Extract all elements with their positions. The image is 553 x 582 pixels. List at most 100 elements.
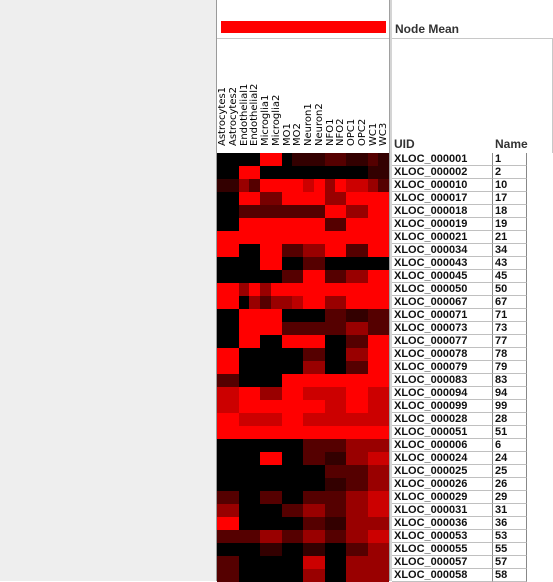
heatmap-cell[interactable] — [217, 322, 228, 335]
heatmap-cell[interactable] — [313, 478, 325, 491]
table-row[interactable]: XLOC_000057 57 — [392, 556, 553, 569]
heatmap-cell[interactable] — [281, 569, 293, 582]
heatmap-cell[interactable] — [356, 517, 368, 530]
heatmap-cell[interactable] — [227, 478, 239, 491]
heatmap-cell[interactable] — [367, 166, 379, 179]
uid-cell[interactable]: XLOC_000001 — [392, 153, 493, 166]
heatmap-cell[interactable] — [303, 348, 314, 361]
heatmap-cell[interactable] — [292, 387, 304, 400]
heatmap-cell[interactable] — [217, 478, 228, 491]
heatmap-cell[interactable] — [238, 348, 250, 361]
heatmap-cell[interactable] — [356, 179, 368, 192]
heatmap-cell[interactable] — [227, 283, 239, 296]
heatmap-cell[interactable] — [238, 556, 250, 569]
table-row[interactable]: XLOC_000025 25 — [392, 465, 553, 478]
heatmap-cell[interactable] — [292, 478, 304, 491]
heatmap-cell[interactable] — [249, 283, 261, 296]
heatmap-cell[interactable] — [292, 335, 304, 348]
heatmap-cell[interactable] — [260, 257, 271, 270]
heatmap-cell[interactable] — [281, 361, 293, 374]
heatmap-cell[interactable] — [270, 439, 282, 452]
name-cell[interactable]: 2 — [493, 166, 527, 179]
heatmap-cell[interactable] — [324, 153, 336, 166]
heatmap-cell[interactable] — [303, 205, 314, 218]
heatmap-cell[interactable] — [260, 218, 271, 231]
table-row[interactable]: XLOC_000024 24 — [392, 452, 553, 465]
heatmap-cell[interactable] — [346, 530, 357, 543]
heatmap-cell[interactable] — [270, 374, 282, 387]
heatmap-cell[interactable] — [249, 179, 261, 192]
heatmap-cell[interactable] — [367, 218, 379, 231]
name-cell[interactable]: 50 — [493, 283, 527, 296]
heatmap-cell[interactable] — [335, 309, 347, 322]
heatmap-cell[interactable] — [356, 439, 368, 452]
uid-cell[interactable]: XLOC_000028 — [392, 413, 493, 426]
heatmap-cell[interactable] — [335, 244, 347, 257]
heatmap-cell[interactable] — [324, 361, 336, 374]
heatmap-cell[interactable] — [346, 387, 357, 400]
heatmap-cell[interactable] — [227, 335, 239, 348]
heatmap-cell[interactable] — [260, 231, 271, 244]
heatmap-cell[interactable] — [335, 153, 347, 166]
heatmap-cell[interactable] — [356, 569, 368, 582]
heatmap-cell[interactable] — [249, 452, 261, 465]
heatmap-cell[interactable] — [313, 465, 325, 478]
heatmap-cell[interactable] — [227, 179, 239, 192]
heatmap-cell[interactable] — [324, 543, 336, 556]
heatmap-cell[interactable] — [346, 322, 357, 335]
heatmap-cell[interactable] — [217, 517, 228, 530]
heatmap-cell[interactable] — [249, 361, 261, 374]
name-column-header[interactable]: Name — [495, 137, 528, 151]
heatmap-cell[interactable] — [356, 374, 368, 387]
heatmap-cell[interactable] — [378, 426, 390, 439]
heatmap-cell[interactable] — [260, 491, 271, 504]
heatmap-cell[interactable] — [292, 413, 304, 426]
heatmap-cell[interactable] — [324, 166, 336, 179]
heatmap-cell[interactable] — [335, 374, 347, 387]
uid-cell[interactable]: XLOC_000078 — [392, 348, 493, 361]
heatmap-cell[interactable] — [270, 426, 282, 439]
heatmap-cell[interactable] — [281, 322, 293, 335]
heatmap-cell[interactable] — [270, 153, 282, 166]
name-cell[interactable]: 45 — [493, 270, 527, 283]
heatmap-cell[interactable] — [356, 192, 368, 205]
heatmap-cell[interactable] — [324, 348, 336, 361]
table-row[interactable]: XLOC_000094 94 — [392, 387, 553, 400]
heatmap-cell[interactable] — [249, 543, 261, 556]
heatmap-cell[interactable] — [270, 413, 282, 426]
heatmap-cell[interactable] — [249, 296, 261, 309]
heatmap-cell[interactable] — [346, 491, 357, 504]
name-cell[interactable]: 99 — [493, 400, 527, 413]
heatmap-cell[interactable] — [303, 504, 314, 517]
heatmap-cell[interactable] — [378, 244, 390, 257]
table-row[interactable]: XLOC_000017 17 — [392, 192, 553, 205]
heatmap-cell[interactable] — [270, 348, 282, 361]
heatmap-cell[interactable] — [270, 166, 282, 179]
heatmap-cell[interactable] — [217, 309, 228, 322]
heatmap-cell[interactable] — [270, 296, 282, 309]
heatmap-cell[interactable] — [346, 504, 357, 517]
heatmap-cell[interactable] — [324, 283, 336, 296]
uid-cell[interactable]: XLOC_000025 — [392, 465, 493, 478]
heatmap-cell[interactable] — [238, 166, 250, 179]
heatmap-cell[interactable] — [356, 491, 368, 504]
heatmap-cell[interactable] — [217, 413, 228, 426]
heatmap-cell[interactable] — [260, 439, 271, 452]
heatmap-cell[interactable] — [281, 218, 293, 231]
heatmap-cell[interactable] — [356, 426, 368, 439]
heatmap-cell[interactable] — [367, 270, 379, 283]
heatmap-cell[interactable] — [313, 517, 325, 530]
heatmap-cell[interactable] — [378, 556, 390, 569]
name-cell[interactable]: 24 — [493, 452, 527, 465]
heatmap-cell[interactable] — [324, 400, 336, 413]
heatmap-cell[interactable] — [227, 465, 239, 478]
heatmap-cell[interactable] — [378, 270, 390, 283]
heatmap-cell[interactable] — [217, 543, 228, 556]
heatmap-cell[interactable] — [313, 218, 325, 231]
heatmap-cell[interactable] — [270, 283, 282, 296]
heatmap-cell[interactable] — [238, 205, 250, 218]
heatmap-cell[interactable] — [313, 491, 325, 504]
heatmap-cell[interactable] — [378, 452, 390, 465]
heatmap-cell[interactable] — [292, 153, 304, 166]
heatmap-cell[interactable] — [303, 569, 314, 582]
